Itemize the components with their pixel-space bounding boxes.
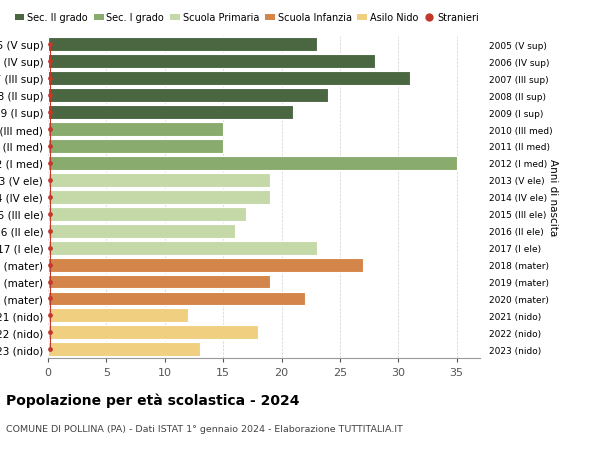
Point [45,109,55,117]
Bar [48,207,247,221]
Point [45,312,55,319]
Bar [48,258,363,272]
Point [45,75,55,83]
Bar [48,123,223,137]
Point [45,177,55,184]
Bar [48,309,188,323]
Point [45,92,55,100]
Point [45,143,55,150]
Bar [48,326,258,340]
Point [45,346,55,353]
Bar [48,89,328,103]
Point [45,228,55,235]
Bar [48,224,235,238]
Bar [48,157,457,170]
Point [45,160,55,167]
Bar [48,275,270,289]
Text: COMUNE DI POLLINA (PA) - Dati ISTAT 1° gennaio 2024 - Elaborazione TUTTITALIA.IT: COMUNE DI POLLINA (PA) - Dati ISTAT 1° g… [6,425,403,434]
Point [45,295,55,302]
Point [45,329,55,336]
Bar [48,55,375,69]
Bar [48,38,317,52]
Point [45,245,55,252]
Bar [48,140,223,154]
Bar [48,174,270,187]
Bar [48,190,270,204]
Point [45,261,55,269]
Bar [48,72,410,86]
Text: Popolazione per età scolastica - 2024: Popolazione per età scolastica - 2024 [6,392,299,407]
Point [45,211,55,218]
Point [45,278,55,285]
Point [45,194,55,201]
Bar [48,241,317,255]
Y-axis label: Anni di nascita: Anni di nascita [548,159,558,236]
Point [45,126,55,134]
Point [45,58,55,66]
Bar [48,342,200,357]
Legend: Sec. II grado, Sec. I grado, Scuola Primaria, Scuola Infanzia, Asilo Nido, Stran: Sec. II grado, Sec. I grado, Scuola Prim… [11,10,482,27]
Point [45,41,55,49]
Bar [48,106,293,120]
Bar [48,292,305,306]
